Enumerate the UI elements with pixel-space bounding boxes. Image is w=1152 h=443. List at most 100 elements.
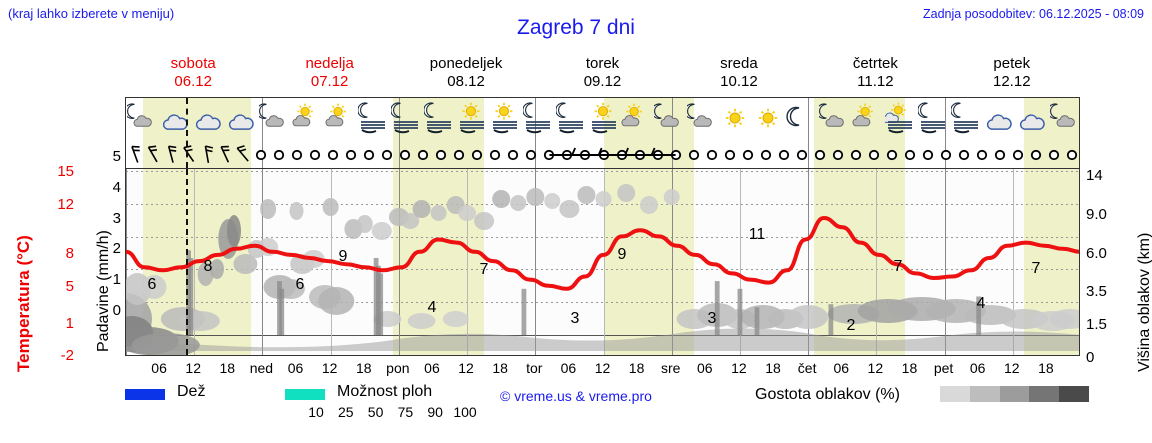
cloud-density-tick: 90 [427, 404, 443, 420]
horizontal-gridline [126, 171, 1079, 172]
forecast-plot [125, 168, 1080, 356]
x-axis-tick: 06 [697, 360, 713, 376]
day-separator [398, 169, 400, 355]
sun-cloud-fog-icon [884, 100, 915, 140]
x-axis-tick: 18 [355, 360, 372, 376]
wind-calm-icon [895, 142, 925, 168]
cloud-density-legend-label: Gostota oblakov (%) [755, 386, 900, 403]
current-time-line [185, 169, 188, 355]
cloud-density-tick: 100 [453, 404, 477, 420]
moon-fog-icon [423, 100, 454, 140]
moon-fog-icon [950, 100, 981, 140]
day-separator [808, 98, 810, 168]
cloud-icon [984, 100, 1014, 140]
wind-calm-icon [246, 142, 276, 168]
day-header-10.12: sreda 10.12 [669, 55, 809, 91]
wind-calm-icon [498, 142, 528, 168]
cloud-height-tick: 9.0 [1086, 206, 1107, 223]
moon-cloud-icon [259, 100, 289, 140]
temperature-value-label: 2 [846, 317, 856, 334]
rain-swatch [125, 389, 165, 400]
precipitation-tick: 1 [112, 271, 121, 289]
wind-calm-icon [841, 142, 871, 168]
x-axis-tick: 18 [901, 360, 918, 376]
night-band [143, 98, 252, 168]
day-name: petek [993, 55, 1031, 72]
current-time-line [185, 98, 188, 168]
x-axis-tick: 12 [1003, 360, 1020, 376]
day-separator [535, 169, 537, 355]
wind-barb-icon [228, 142, 258, 168]
wind-calm-icon [426, 142, 456, 168]
cloud-height-tick: 1.5 [1086, 316, 1107, 333]
day-name: ponedeljek [429, 55, 503, 72]
moon-icon [786, 100, 816, 140]
x-axis-tick: 06 [560, 360, 577, 376]
legend: Dež Možnost ploh © vreme.us & vreme.pro … [125, 383, 1150, 438]
day-separator [262, 169, 264, 355]
cloud-density-tick: 25 [338, 404, 354, 420]
cloud-density-tick: 50 [367, 404, 384, 420]
x-axis-tick: 12 [731, 360, 747, 376]
vertical-gridline [603, 169, 605, 355]
cloud-height-tick: 0 [1086, 349, 1095, 366]
wind-calm-icon [787, 142, 817, 168]
sun-fog-icon [589, 100, 619, 140]
wind-calm-icon [354, 142, 384, 168]
day-date: 10.12 [720, 73, 758, 90]
temperature-tick: 12 [57, 196, 74, 213]
wind-calm-icon [300, 142, 330, 168]
vertical-gridline [1012, 169, 1014, 355]
moon-cloud-icon [687, 100, 717, 140]
wind-calm-icon [1021, 142, 1051, 168]
copyright-link[interactable]: © vreme.us & vreme.pro [500, 388, 652, 404]
x-axis-tick: ned [249, 360, 274, 376]
x-axis-tick: 06 [287, 360, 304, 376]
horizontal-gridline [126, 236, 1079, 238]
x-axis-tick: čet [797, 360, 817, 376]
precipitation-tick: 2 [112, 240, 121, 258]
moon-cloud-icon [819, 100, 849, 140]
wind-calm-icon [390, 142, 420, 168]
wind-calm-icon [967, 142, 997, 168]
moon-cloud-icon [1049, 100, 1079, 140]
moon-fog-icon [357, 100, 388, 140]
day-date: 09.12 [583, 73, 622, 90]
x-axis-tick: 18 [765, 360, 781, 376]
temperature-value-label: 3 [570, 310, 580, 327]
cloud-density-ramp-segment [1029, 386, 1060, 402]
cloud-height-tick: 6.0 [1086, 245, 1107, 262]
temperature-tick: 1 [65, 315, 74, 332]
moon-fog-icon [390, 100, 421, 140]
cloud-density-field [126, 184, 1079, 355]
wind-calm-icon [949, 142, 979, 168]
day-date: 11.12 [857, 73, 894, 90]
wind-calm-icon [769, 142, 799, 168]
wind-barb-icon [156, 142, 186, 168]
x-axis-tick: 06 [424, 360, 440, 376]
wind-calm-icon [733, 142, 763, 168]
moon-fog-icon [522, 100, 553, 140]
x-axis-tick: 06 [833, 360, 850, 376]
temperature-value-label: 3 [707, 310, 717, 327]
wind-calm-icon [715, 142, 745, 168]
x-axis-tick: 18 [628, 360, 645, 376]
wind-calm-icon [516, 142, 546, 168]
day-name: sobota [170, 55, 216, 72]
precipitation-bars [186, 250, 982, 335]
day-separator [671, 169, 673, 355]
day-name: sreda [720, 55, 758, 72]
temperature-axis-title: Temperatura (°C) [14, 235, 33, 372]
x-axis-tick: 06 [969, 360, 986, 376]
x-axis-tick: 06 [151, 360, 167, 376]
vertical-gridline [876, 169, 878, 355]
temperature-value-label: 4 [427, 299, 437, 316]
wind-barb-icon [126, 142, 150, 168]
x-axis-tick: pon [386, 360, 410, 376]
last-updated-label: Zadnja posodobitev: 06.12.2025 - 08:09 [922, 7, 1144, 21]
cloud-icon [226, 100, 256, 140]
precipitation-tick: 5 [112, 148, 121, 165]
sun-icon [720, 100, 750, 140]
temperature-tick: 8 [65, 245, 74, 262]
x-axis-tick: 12 [458, 360, 474, 376]
